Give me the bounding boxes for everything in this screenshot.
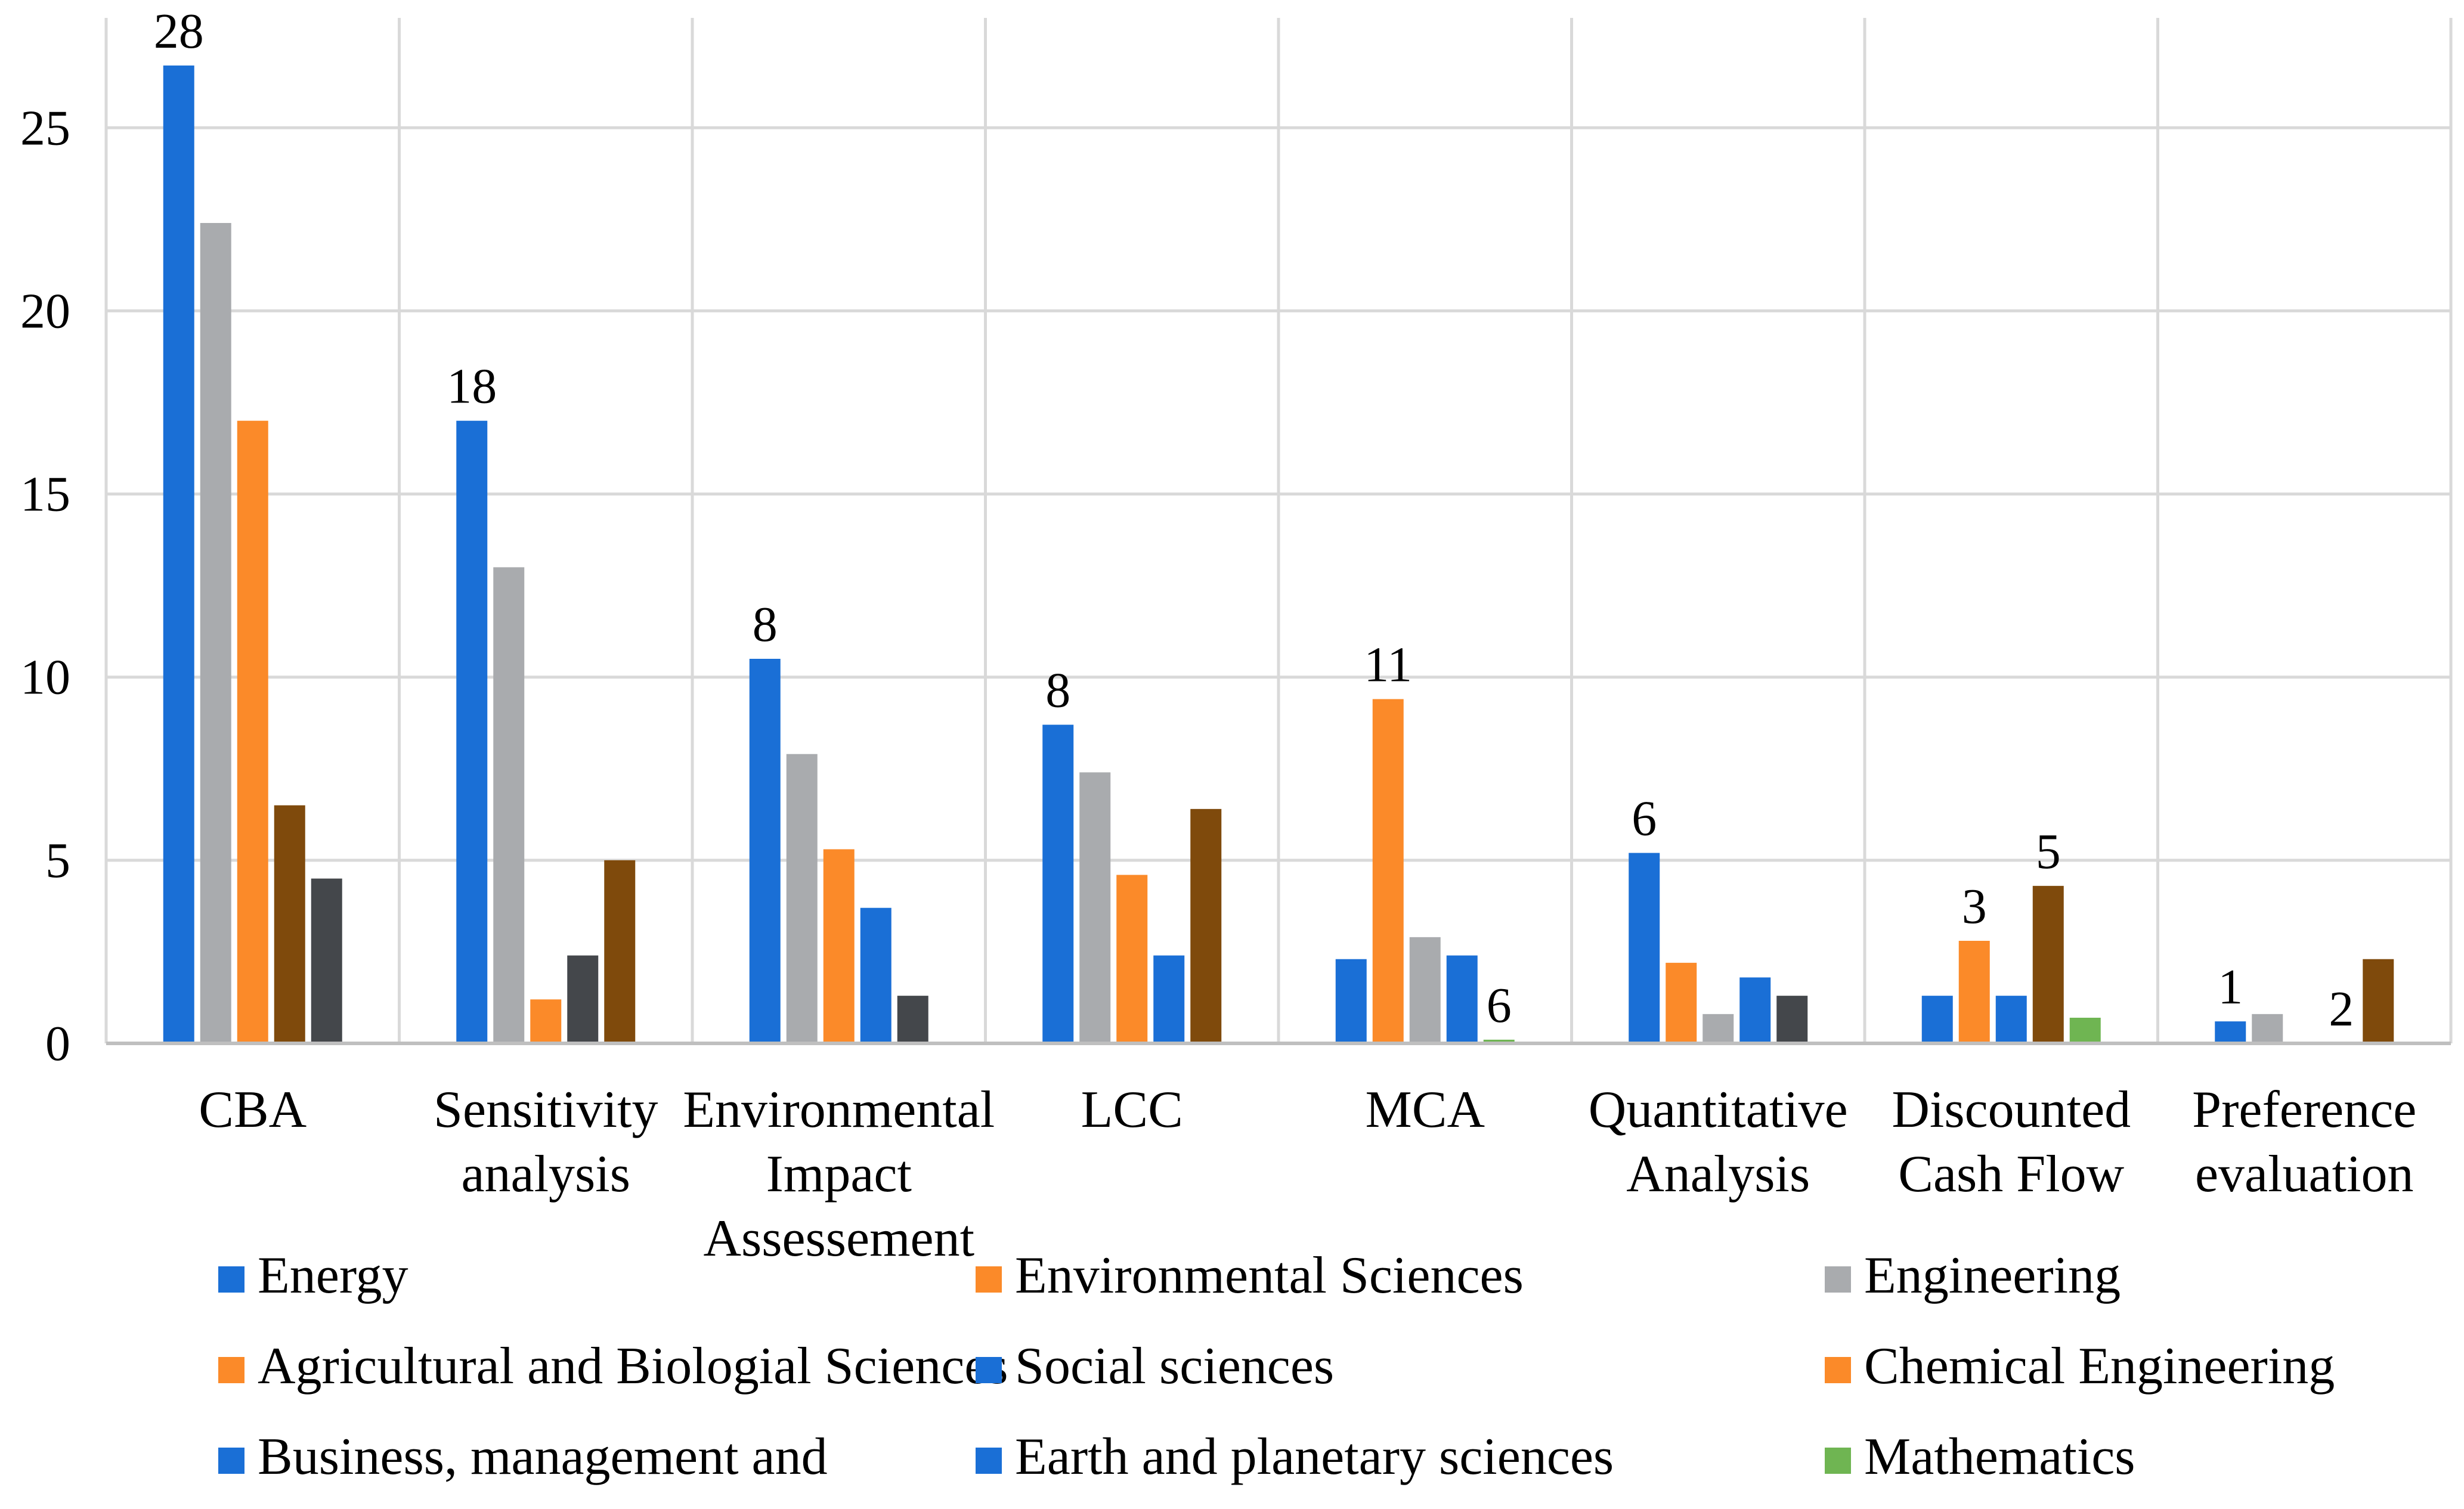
data-label: 6 (1632, 791, 1657, 847)
bar (1995, 996, 2027, 1043)
data-label: 1 (2218, 959, 2243, 1015)
legend-swatch (1825, 1448, 1851, 1474)
data-label: 6 (1487, 978, 1512, 1033)
bar (1190, 808, 1222, 1043)
x-tick-label: Analysis (1626, 1145, 1810, 1203)
bar (1958, 941, 1990, 1043)
bar (567, 955, 599, 1043)
bar (1776, 996, 1808, 1043)
bar (237, 420, 268, 1043)
y-tick-label: 5 (45, 833, 70, 888)
bar (2069, 1018, 2101, 1043)
bar (493, 567, 525, 1043)
x-tick-label: Quantitative (1589, 1081, 1848, 1139)
legend-label: Chemical Engineering (1864, 1337, 2335, 1395)
bar (1629, 853, 1660, 1043)
bar (274, 805, 305, 1043)
x-tick-label: Discounted (1892, 1081, 2131, 1139)
y-tick-label: 10 (20, 650, 70, 705)
x-tick-label: Cash Flow (1898, 1145, 2124, 1203)
x-tick-label: MCA (1366, 1081, 1485, 1139)
bar (1409, 937, 1441, 1043)
x-tick-label: Sensitivity (434, 1081, 658, 1139)
bar (2032, 885, 2064, 1043)
legend-swatch (218, 1448, 244, 1474)
y-tick-label: 20 (20, 283, 70, 339)
legend-label: Environmental Sciences (1015, 1247, 1524, 1305)
bar (163, 65, 194, 1043)
legend: Energy Environmental Sciences Engineering A… (218, 1247, 2335, 1486)
data-label: 3 (1962, 879, 1987, 934)
bar (2252, 1014, 2283, 1043)
data-label: 8 (753, 597, 778, 652)
bar (749, 659, 781, 1043)
bar (1739, 977, 1771, 1043)
bar (1372, 699, 1404, 1043)
bar (1921, 996, 1953, 1043)
bar (1702, 1014, 1734, 1043)
bar (1153, 955, 1185, 1043)
bar (2363, 959, 2394, 1043)
x-tick-label: evaluation (2195, 1145, 2414, 1203)
legend-label: Mathematics (1864, 1428, 2135, 1486)
legend-swatch (1825, 1357, 1851, 1383)
legend-label: Earth and planetary sciences (1015, 1428, 1614, 1486)
legend-swatch (976, 1448, 1002, 1474)
bar (786, 754, 818, 1043)
y-tick-label: 0 (45, 1016, 70, 1071)
legend-swatch (218, 1357, 244, 1383)
bar (530, 999, 562, 1043)
x-tick-label: LCC (1081, 1081, 1183, 1139)
bar (1446, 955, 1478, 1043)
bar (1042, 724, 1074, 1043)
bar (1483, 1039, 1515, 1043)
legend-swatch (1825, 1266, 1851, 1293)
legend-label: Agricultural and Biologial Sciences (258, 1337, 1008, 1395)
data-label: 18 (447, 359, 497, 414)
x-tick-label: Environmental (683, 1081, 995, 1139)
bar (1079, 772, 1111, 1043)
bar (897, 996, 928, 1043)
data-label: 28 (154, 4, 204, 59)
data-label: 5 (2036, 824, 2061, 879)
y-tick-label: 25 (20, 100, 70, 156)
legend-swatch (218, 1266, 244, 1293)
legend-label: Energy (258, 1247, 408, 1305)
data-label: 2 (2329, 981, 2354, 1037)
bar (311, 878, 342, 1043)
x-tick-label: CBA (199, 1081, 307, 1139)
bar (456, 420, 488, 1043)
bar (823, 849, 855, 1043)
bar (1335, 959, 1367, 1043)
legend-label: Engineering (1864, 1247, 2121, 1305)
bar (200, 223, 231, 1043)
x-tick-label: Impact (766, 1145, 912, 1203)
x-tick-label: analysis (461, 1145, 630, 1203)
bar (1116, 875, 1148, 1043)
x-tick-label: Preference (2192, 1081, 2416, 1139)
data-label: 11 (1364, 637, 1412, 693)
bars-layer (163, 65, 2394, 1043)
bar (604, 860, 636, 1043)
grid-layer (104, 18, 2453, 1043)
bar (2215, 1021, 2246, 1043)
bar (1666, 962, 1697, 1043)
data-labels-layer: 28 18 8 8 11 6 6 35 1 2 (154, 4, 2354, 1037)
legend-swatch (976, 1357, 1002, 1383)
legend-label: Business, management and (258, 1428, 828, 1486)
x-tick-label: Assessement (703, 1210, 974, 1268)
y-tick-label: 15 (20, 467, 70, 522)
legend-label: Social sciences (1015, 1337, 1334, 1395)
bar (860, 907, 892, 1043)
data-label: 8 (1045, 663, 1070, 718)
legend-swatch (976, 1266, 1002, 1293)
